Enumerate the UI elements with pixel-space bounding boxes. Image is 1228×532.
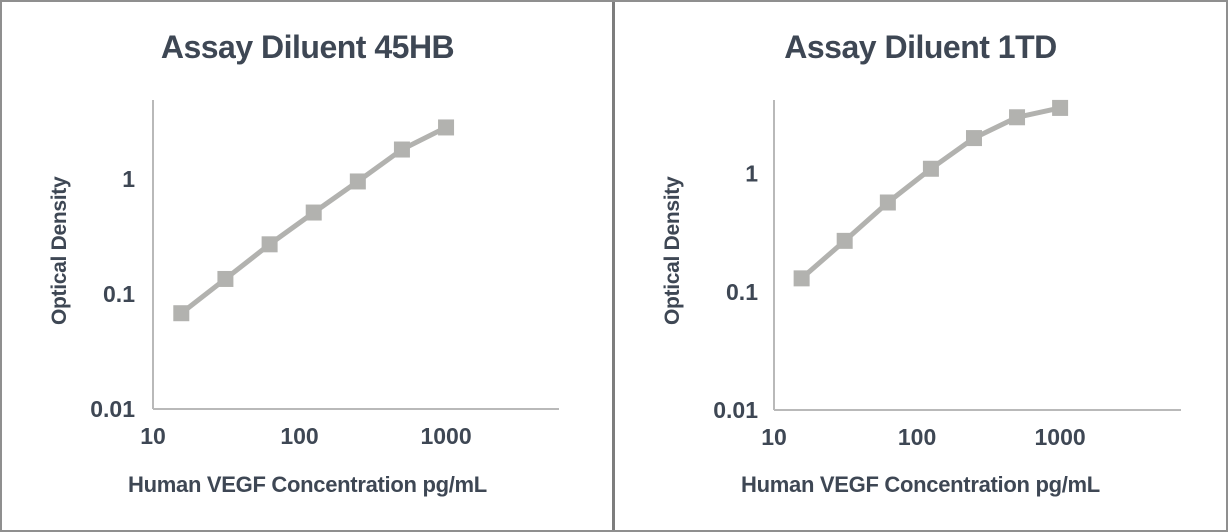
x-tick-label: 1000 xyxy=(420,423,471,449)
y-tick-label: 0.01 xyxy=(713,397,758,423)
data-point-marker xyxy=(173,305,190,322)
data-point-marker xyxy=(305,204,322,221)
data-point-marker xyxy=(349,173,366,190)
x-tick-label: 10 xyxy=(761,424,787,450)
chart-panel-1td: 10 100 1000 1 0.1 0.01 Assay Diluent 1TD Opti… xyxy=(615,2,1226,530)
chart-title-1td: Assay Diluent 1TD xyxy=(784,29,1057,65)
data-point-marker xyxy=(1052,99,1069,116)
y-tick-label: 1 xyxy=(745,161,758,187)
y-tick-label: 1 xyxy=(122,166,135,192)
x-tick-label: 100 xyxy=(898,424,936,450)
x-tick-label: 100 xyxy=(280,423,318,449)
chart-title-45hb: Assay Diluent 45HB xyxy=(160,29,455,65)
y-tick-label: 0.1 xyxy=(103,281,135,307)
y-tick-label: 0.01 xyxy=(90,396,135,422)
y-axis-label-1td: Optical Density xyxy=(661,176,684,326)
data-point-marker xyxy=(438,119,455,136)
data-point-marker xyxy=(217,270,234,287)
x-axis-label-1td: Human VEGF Concentration pg/mL xyxy=(741,472,1100,497)
data-point-marker xyxy=(261,236,278,253)
data-point-marker xyxy=(793,270,810,287)
data-point-marker xyxy=(965,130,982,147)
plot-area-45hb: 10 100 1000 1 0.1 0.01 xyxy=(90,100,559,449)
data-point-marker xyxy=(922,160,939,177)
plot-area-1td: 10 100 1000 1 0.1 0.01 xyxy=(713,99,1181,450)
data-point-marker xyxy=(393,141,410,158)
x-axis-label-45hb: Human VEGF Concentration pg/mL xyxy=(128,472,487,497)
x-tick-label: 1000 xyxy=(1035,424,1086,450)
standard-curve-line xyxy=(799,105,1061,281)
x-tick-label: 10 xyxy=(140,423,166,449)
data-point-marker xyxy=(836,232,853,249)
panel-divider xyxy=(612,2,615,530)
data-point-marker xyxy=(879,194,896,211)
data-point-marker xyxy=(1009,109,1026,126)
y-axis-label-45hb: Optical Density xyxy=(48,176,71,326)
chart-panel-45hb: 10 100 1000 1 0.1 0.01 Assay Diluent 45HB Opt… xyxy=(2,2,613,530)
y-tick-label: 0.1 xyxy=(726,279,758,305)
